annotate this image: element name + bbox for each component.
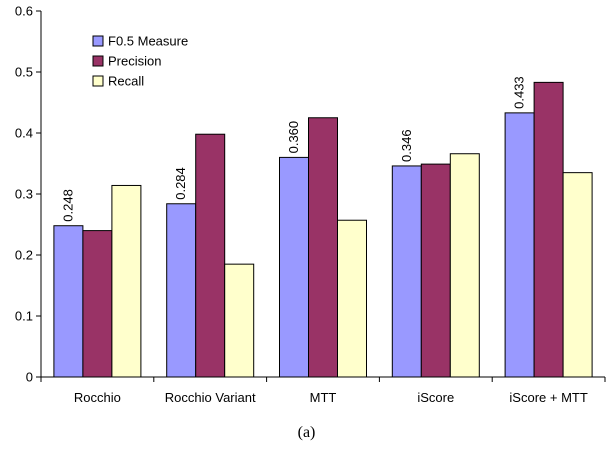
x-category-label: iScore (417, 390, 454, 405)
legend-label: Recall (108, 74, 144, 89)
bar (166, 203, 197, 378)
y-tick-label: 0.2 (15, 248, 33, 263)
bar (504, 112, 535, 378)
y-tick-label: 0.4 (15, 126, 33, 141)
y-tick-label: 0.5 (15, 65, 33, 80)
bar-data-label: 0.284 (173, 167, 188, 200)
bars: 0.248 0.284 0.360 0.346 0.433 (53, 76, 593, 378)
x-category-label: MTT (310, 390, 337, 405)
legend-label: Precision (108, 54, 161, 69)
bar (53, 225, 84, 378)
bar (420, 163, 451, 378)
bar-chart: 0 0.1 0.2 0.3 0.4 0.5 0.6 Rocchio Rocchio Varia… (15, 4, 606, 405)
bar (533, 81, 564, 378)
bar-data-label: 0.346 (399, 129, 414, 162)
legend-label: F0.5 Measure (108, 34, 188, 49)
x-axis: Rocchio Rocchio Variant MTT iScore iScore + … (40, 376, 606, 405)
y-tick-label: 0.1 (15, 309, 33, 324)
x-category-label: Rocchio (74, 390, 121, 405)
bar-data-label: 0.433 (512, 76, 527, 109)
y-tick-label: 0 (26, 370, 33, 385)
bar (111, 184, 142, 378)
figure-caption: (a) (297, 424, 316, 441)
bar-data-label: 0.248 (60, 189, 75, 222)
x-category-label: Rocchio Variant (165, 390, 256, 405)
y-tick-label: 0.3 (15, 187, 33, 202)
legend-swatch (92, 55, 104, 67)
y-tick-label: 0.6 (15, 4, 33, 19)
bar (195, 133, 226, 378)
legend-swatch (92, 75, 104, 87)
legend-swatch (92, 35, 104, 47)
bar (308, 117, 338, 378)
bar (82, 230, 113, 378)
bar (391, 165, 422, 378)
bar (449, 153, 480, 378)
bar (224, 263, 255, 378)
bar (337, 219, 367, 378)
x-category-label: iScore + MTT (509, 390, 587, 405)
legend: F0.5 Measure Precision Recall (92, 34, 188, 89)
bar (562, 172, 593, 378)
bar-data-label: 0.360 (286, 121, 301, 154)
bar (279, 156, 309, 378)
y-axis: 0 0.1 0.2 0.3 0.4 0.5 0.6 (15, 4, 42, 385)
